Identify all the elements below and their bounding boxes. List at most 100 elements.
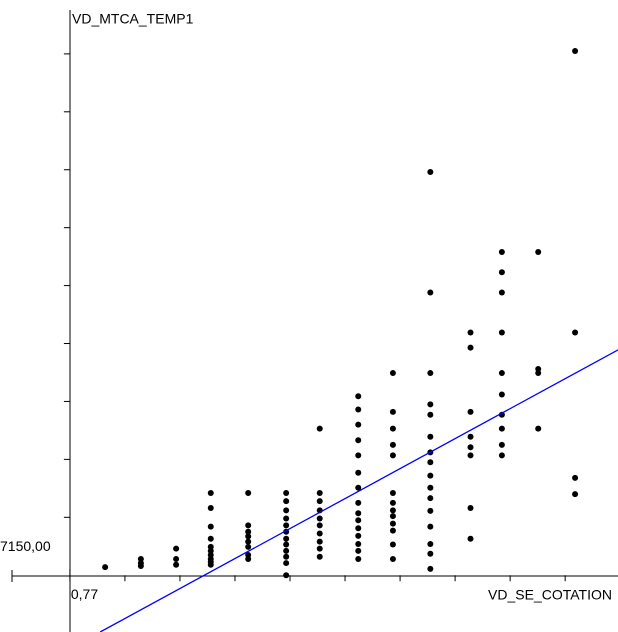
point [467,329,474,336]
point [427,472,434,479]
point [283,522,290,529]
point [389,408,396,415]
point [283,489,290,496]
point [427,540,434,547]
point [316,530,323,537]
point [427,523,434,530]
point [535,425,542,432]
y-axis-title: VD_MTCA_TEMP1 [72,11,194,27]
point [207,505,214,512]
point [389,425,396,432]
point [283,560,290,567]
point [427,495,434,502]
trend-line [99,349,618,632]
y-tick-label: 7150,00 [0,538,51,554]
point [245,528,252,535]
point [245,522,252,529]
point [355,452,362,459]
point [389,513,396,520]
point [427,565,434,572]
point [389,370,396,377]
point [245,538,252,545]
point [535,370,542,377]
point [427,484,434,491]
point [467,535,474,542]
point [355,547,362,554]
point [467,444,474,451]
point [427,507,434,514]
point [283,515,290,522]
point [173,545,180,552]
point [283,507,290,514]
point [207,561,214,568]
point [427,433,434,440]
point [316,553,323,560]
point [572,329,579,336]
point [427,169,434,176]
point [498,289,505,296]
point [355,484,362,491]
point [572,474,579,481]
point [316,545,323,552]
point [245,533,252,540]
point [137,562,144,569]
point [389,441,396,448]
point [102,564,109,571]
point [389,499,396,506]
point [316,498,323,505]
point [355,556,362,563]
point [245,543,252,550]
point [389,541,396,548]
point [355,510,362,517]
point [316,538,323,545]
point [207,489,214,496]
point [389,489,396,496]
point [427,411,434,418]
point [467,505,474,512]
point [316,515,323,522]
point [355,393,362,400]
point [427,289,434,296]
point [498,452,505,459]
point [283,535,290,542]
x-axis-title: VD_SE_COTATION [488,587,612,603]
point [173,561,180,568]
point [572,491,579,498]
point [355,499,362,506]
point [355,540,362,547]
point [467,408,474,415]
point [283,547,290,554]
point [316,425,323,432]
point [389,507,396,514]
point [498,248,505,255]
point [389,556,396,563]
point [467,452,474,459]
point [572,47,579,54]
point [535,248,542,255]
point [355,469,362,476]
x-tick-label: 0,77 [71,586,98,602]
point [389,527,396,534]
point [316,522,323,529]
point [427,459,434,466]
point [389,452,396,459]
point [467,344,474,351]
point [173,556,180,563]
point [427,370,434,377]
point [498,391,505,398]
point [207,535,214,542]
point [355,532,362,539]
point [427,401,434,408]
point [498,329,505,336]
point [498,370,505,377]
point [283,553,290,560]
point [283,572,290,579]
point [355,517,362,524]
point [498,425,505,432]
point [316,489,323,496]
point [355,437,362,444]
point [427,550,434,557]
point [207,523,214,530]
point [498,269,505,276]
